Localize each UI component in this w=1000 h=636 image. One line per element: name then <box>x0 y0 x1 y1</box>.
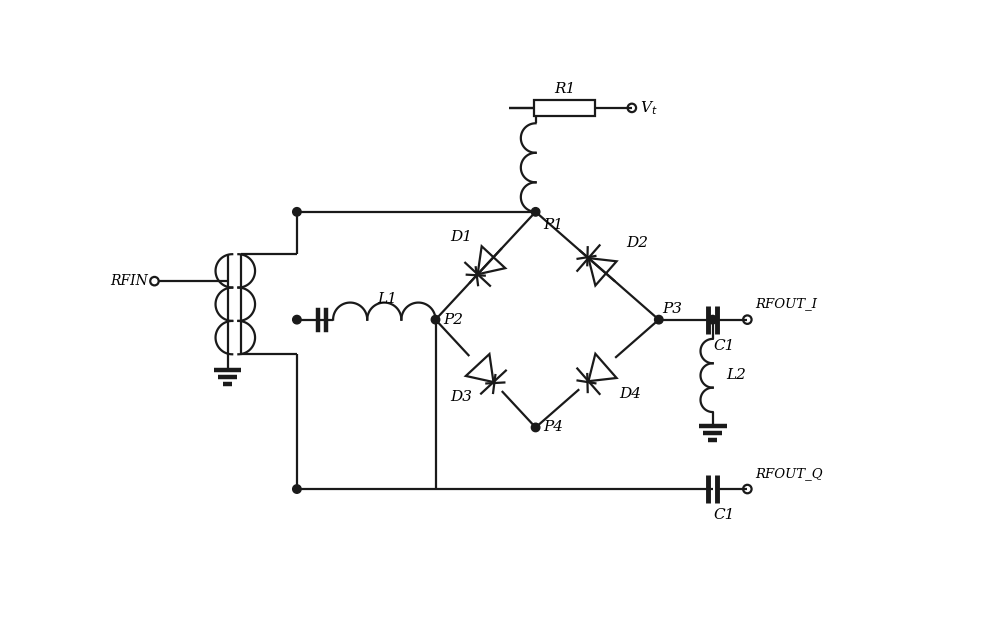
Circle shape <box>293 315 301 324</box>
Circle shape <box>655 315 663 324</box>
Text: L1: L1 <box>377 292 397 306</box>
Text: V$_t$: V$_t$ <box>640 99 657 117</box>
Text: L2: L2 <box>727 368 746 382</box>
Text: D4: D4 <box>619 387 641 401</box>
Bar <box>534 100 595 116</box>
Text: RFOUT_I: RFOUT_I <box>755 298 817 310</box>
Text: C1: C1 <box>714 339 735 353</box>
Text: R1: R1 <box>554 82 575 96</box>
Circle shape <box>531 207 540 216</box>
Circle shape <box>708 315 717 324</box>
Text: RFOUT_Q: RFOUT_Q <box>755 467 823 480</box>
Text: P4: P4 <box>543 420 563 434</box>
Text: RFIN: RFIN <box>111 274 148 288</box>
Text: C1: C1 <box>714 508 735 522</box>
Text: D3: D3 <box>450 391 472 404</box>
Text: P3: P3 <box>663 302 683 316</box>
Text: P2: P2 <box>443 313 463 327</box>
Text: D1: D1 <box>450 230 472 244</box>
Text: P1: P1 <box>543 218 563 232</box>
Circle shape <box>431 315 440 324</box>
Circle shape <box>531 423 540 432</box>
Text: D2: D2 <box>626 237 648 251</box>
Circle shape <box>293 207 301 216</box>
Circle shape <box>293 485 301 494</box>
